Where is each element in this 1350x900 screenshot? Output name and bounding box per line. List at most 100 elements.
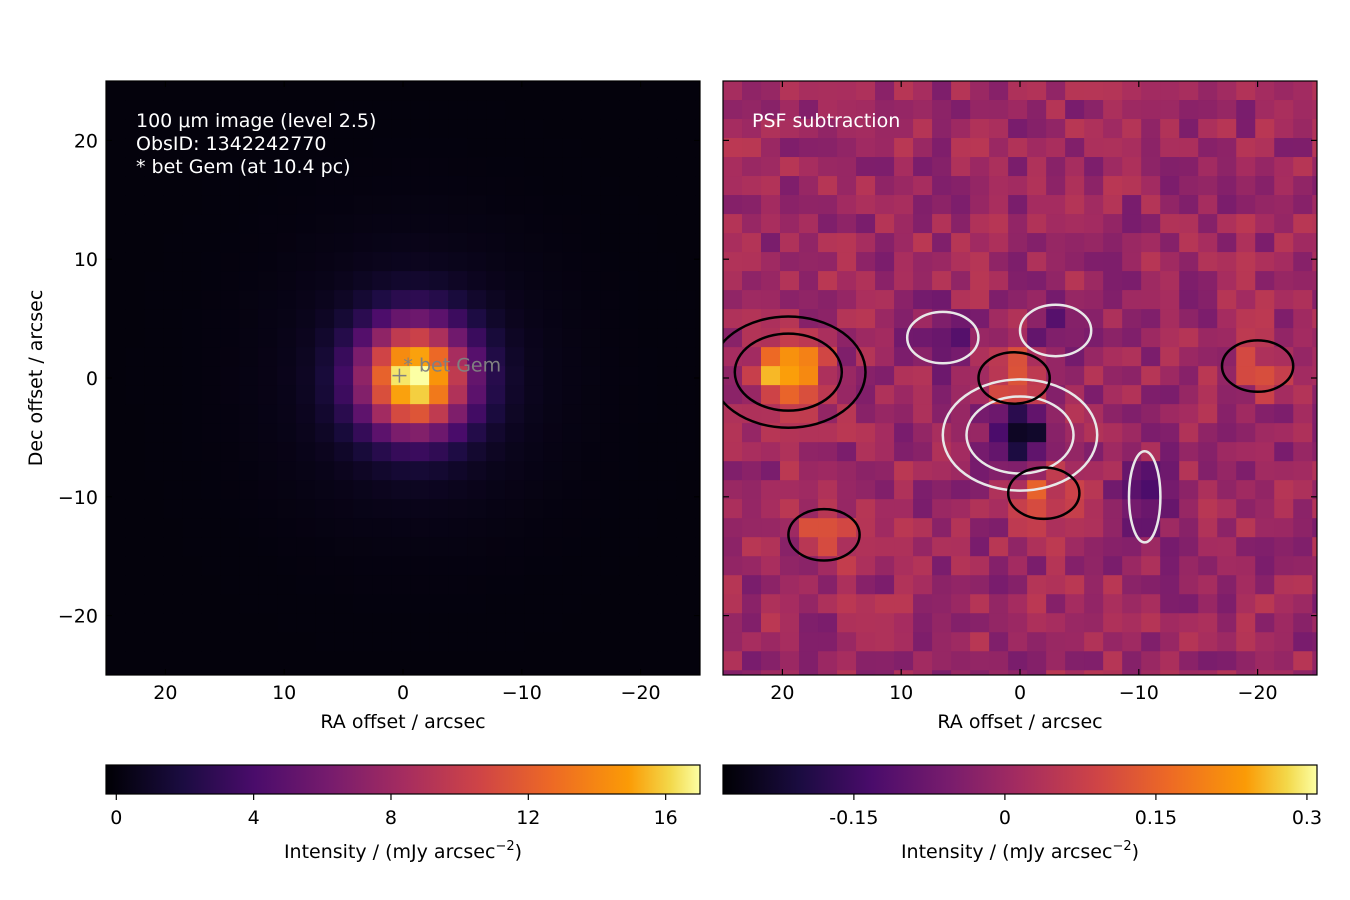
right-heatmap-cell — [989, 347, 1009, 367]
left-heatmap-cell — [467, 442, 487, 462]
left-heatmap-cell — [372, 195, 392, 215]
right-heatmap-cell — [1103, 556, 1123, 576]
right-heatmap-cell — [951, 100, 971, 120]
left-heatmap-cell — [315, 347, 335, 367]
left-heatmap-cell — [315, 366, 335, 386]
right-heatmap-cell — [761, 385, 781, 405]
left-heatmap-cell — [372, 518, 392, 538]
left-heatmap-cell — [600, 252, 620, 272]
left-heatmap-cell — [296, 651, 316, 671]
right-heatmap-cell — [1141, 556, 1161, 576]
left-heatmap-cell — [524, 442, 544, 462]
right-heatmap-cell — [780, 328, 800, 348]
right-heatmap-cell — [1084, 651, 1104, 671]
left-heatmap-cell — [695, 309, 700, 329]
right-heatmap-cell — [1122, 81, 1142, 101]
left-heatmap-cell — [106, 537, 126, 557]
right-heatmap-cell — [970, 214, 990, 234]
right-heatmap-cell — [970, 309, 990, 329]
left-heatmap-cell — [239, 537, 259, 557]
right-heatmap-cell — [761, 442, 781, 462]
right-heatmap-cell — [1160, 195, 1180, 215]
right-heatmap-cell — [723, 366, 743, 386]
left-heatmap-cell — [410, 613, 430, 633]
right-heatmap-cell — [856, 233, 876, 253]
left-heatmap-cell — [334, 119, 354, 139]
right-heatmap-cell — [1274, 233, 1294, 253]
right-heatmap-cell — [1217, 309, 1237, 329]
right-heatmap-cell — [1008, 575, 1028, 595]
right-heatmap-cell — [761, 347, 781, 367]
right-heatmap-cell — [932, 385, 952, 405]
left-heatmap-cell — [182, 594, 202, 614]
left-heatmap-cell — [581, 480, 601, 500]
left-heatmap-cell — [239, 499, 259, 519]
left-heatmap-cell — [448, 689, 468, 709]
left-heatmap-cell — [562, 195, 582, 215]
left-heatmap-cell — [543, 119, 563, 139]
right-heatmap-cell — [1179, 157, 1199, 177]
left-heatmap-cell — [505, 537, 525, 557]
left-heatmap-cell — [600, 575, 620, 595]
right-heatmap-cell — [799, 233, 819, 253]
left-heatmap-cell — [429, 233, 449, 253]
left-heatmap-cell — [695, 423, 700, 443]
left-heatmap-cell — [144, 423, 164, 443]
right-heatmap-cell — [970, 575, 990, 595]
right-heatmap-cell — [1312, 423, 1317, 443]
left-heatmap-cell — [391, 290, 411, 310]
left-heatmap-cell — [201, 670, 221, 675]
right-heatmap-cell — [1179, 689, 1199, 709]
right-heatmap-cell — [1293, 575, 1313, 595]
right-heatmap-cell — [1027, 594, 1047, 614]
left-heatmap-cell — [315, 404, 335, 424]
left-heatmap-cell — [258, 328, 278, 348]
right-heatmap-cell — [1103, 119, 1123, 139]
left-heatmap-cell — [581, 290, 601, 310]
right-heatmap-cell — [818, 290, 838, 310]
right-heatmap-cell — [1331, 176, 1350, 196]
left-heatmap-cell — [334, 556, 354, 576]
left-heatmap-cell — [106, 290, 126, 310]
left-heatmap-cell — [258, 176, 278, 196]
right-heatmap-cell — [913, 271, 933, 291]
right-heatmap-cell — [970, 271, 990, 291]
right-heatmap-cell — [761, 119, 781, 139]
left-heatmap-cell — [543, 252, 563, 272]
left-heatmap-cell — [676, 157, 696, 177]
left-heatmap-cell — [315, 632, 335, 652]
left-heatmap-cell — [429, 309, 449, 329]
left-heatmap-cell — [619, 651, 639, 671]
left-heatmap-cell — [220, 689, 240, 709]
right-heatmap-cell — [837, 176, 857, 196]
contour-line — [1018, 303, 1093, 358]
left-heatmap-cell — [144, 499, 164, 519]
left-heatmap-cell — [695, 575, 700, 595]
left-heatmap-cell — [448, 651, 468, 671]
right-heatmap-cell — [989, 290, 1009, 310]
x-tick-label: −20 — [621, 682, 661, 704]
left-heatmap-cell — [429, 404, 449, 424]
right-heatmap-cell — [1198, 81, 1218, 101]
right-heatmap-cell — [894, 518, 914, 538]
left-heatmap-cell — [144, 594, 164, 614]
left-heatmap-cell — [106, 689, 126, 709]
right-heatmap-cell — [837, 81, 857, 101]
right-heatmap-cell — [1046, 138, 1066, 158]
left-heatmap-cell — [182, 328, 202, 348]
right-heatmap-cell — [856, 480, 876, 500]
right-heatmap-cell — [970, 651, 990, 671]
right-heatmap-cell — [913, 157, 933, 177]
right-heatmap-cell — [1065, 499, 1085, 519]
left-heatmap-cell — [220, 195, 240, 215]
left-heatmap-cell — [201, 252, 221, 272]
left-heatmap-cell — [600, 347, 620, 367]
right-heatmap-cell — [1046, 670, 1066, 675]
left-heatmap-cell — [600, 309, 620, 329]
right-heatmap-cell — [1084, 423, 1104, 443]
left-heatmap-cell — [144, 100, 164, 120]
right-heatmap-cell — [1236, 613, 1256, 633]
right-heatmap-cell — [1160, 518, 1180, 538]
left-heatmap-cell — [106, 461, 126, 481]
left-heatmap-cell — [581, 385, 601, 405]
